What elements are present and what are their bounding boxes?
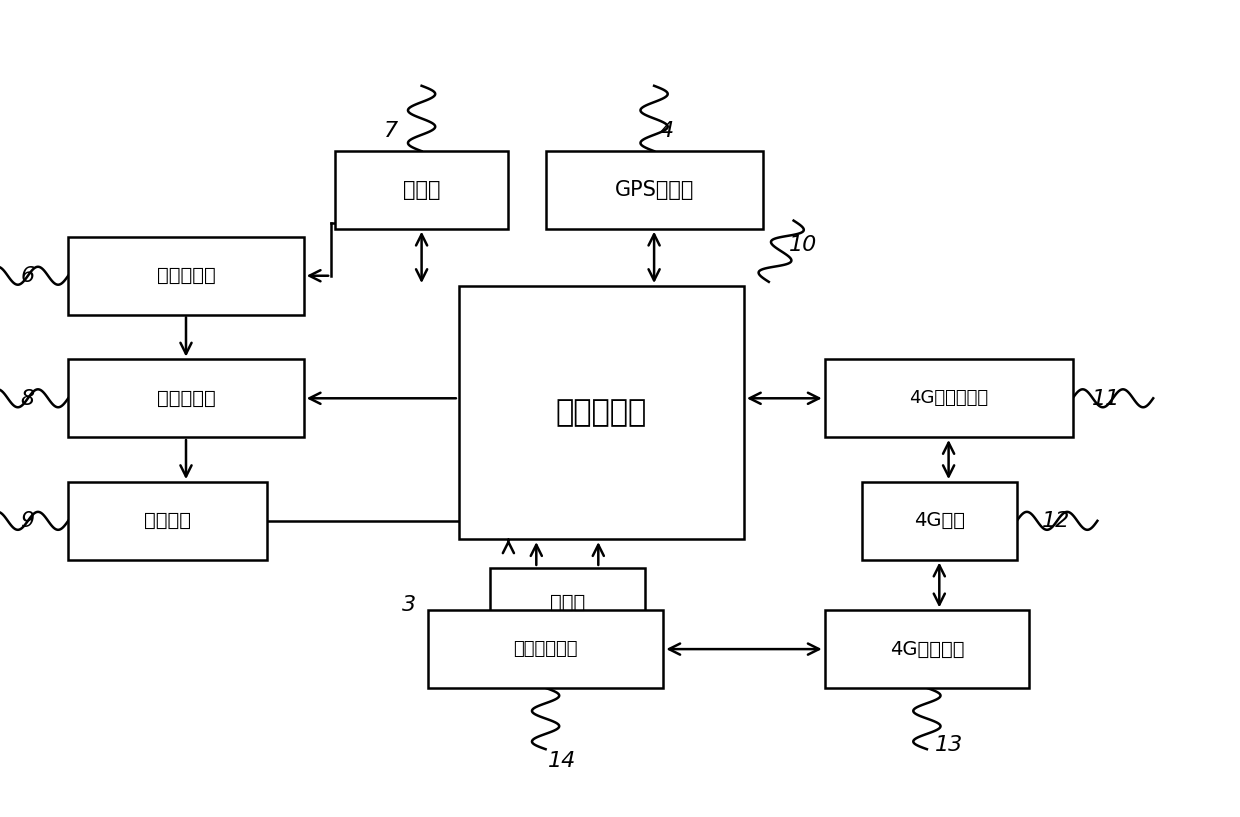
Text: 8: 8 [20, 389, 35, 408]
Text: 4G网关: 4G网关 [914, 511, 965, 530]
Text: 13: 13 [935, 735, 962, 755]
Text: 12: 12 [1043, 511, 1070, 531]
Text: 11: 11 [1092, 389, 1120, 408]
Text: 14: 14 [548, 752, 575, 771]
Text: 定时器: 定时器 [403, 180, 440, 200]
Text: 4G信号收发器: 4G信号收发器 [909, 389, 988, 408]
Text: 9: 9 [20, 511, 35, 531]
Bar [862, 482, 1017, 560]
Text: GPS定位器: GPS定位器 [614, 180, 694, 200]
Text: 中央控制器: 中央控制器 [556, 398, 647, 427]
Bar [459, 286, 744, 539]
Bar [68, 482, 267, 560]
Bar [825, 359, 1073, 437]
Bar [68, 359, 304, 437]
Text: 10: 10 [790, 235, 817, 255]
Bar [546, 151, 763, 229]
Text: 4G通讯模块: 4G通讯模块 [889, 640, 965, 659]
Bar [825, 610, 1029, 688]
Text: 电能表: 电能表 [549, 593, 585, 612]
Bar [490, 568, 645, 637]
Bar [68, 237, 304, 315]
Text: 反馈模块: 反馈模块 [144, 511, 191, 530]
Text: 远程监控中心: 远程监控中心 [513, 640, 578, 659]
Text: 6: 6 [20, 266, 35, 286]
Bar [428, 610, 663, 688]
Text: 电流互感器: 电流互感器 [156, 266, 216, 285]
Text: 7: 7 [383, 121, 398, 141]
Text: 4: 4 [660, 121, 675, 141]
Text: 3: 3 [402, 595, 417, 614]
Bar [335, 151, 508, 229]
Text: 电流比较器: 电流比较器 [156, 389, 216, 408]
